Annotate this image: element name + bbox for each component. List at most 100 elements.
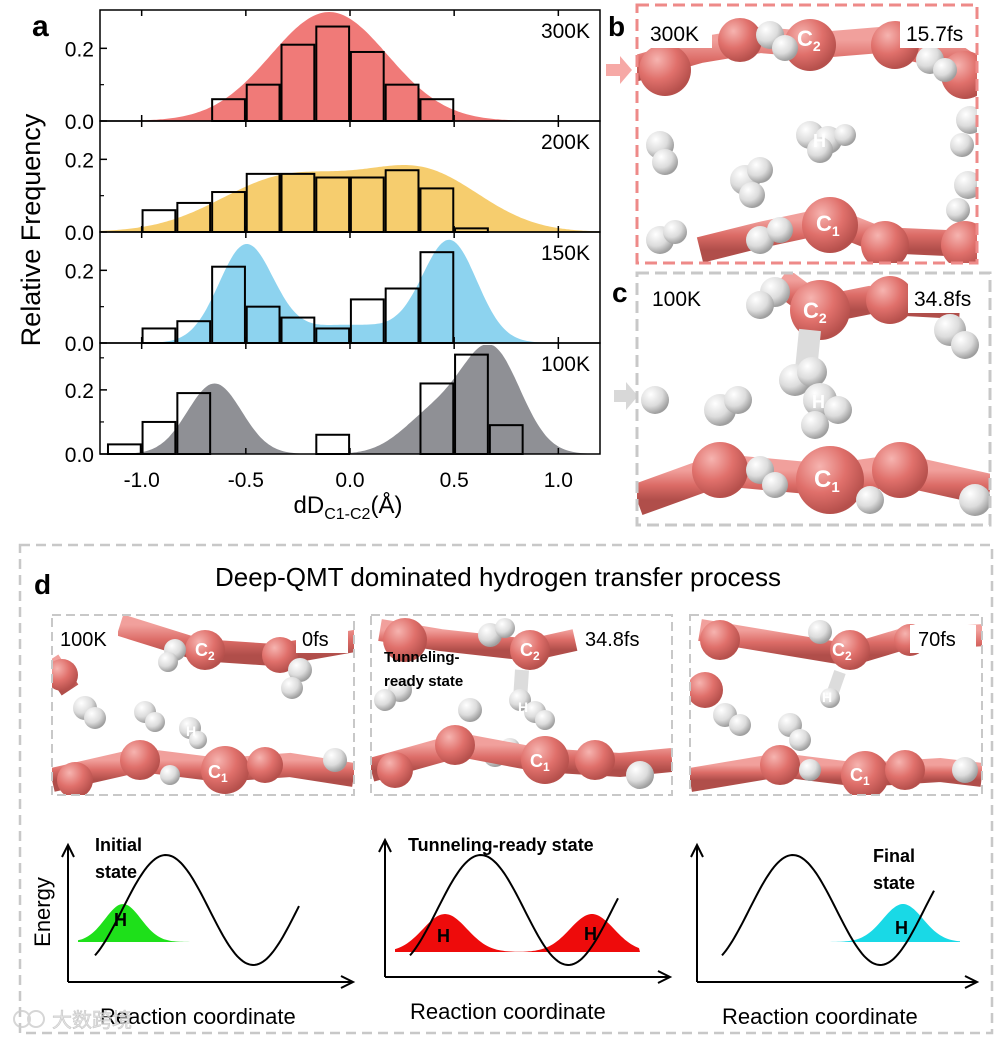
snapshot-c-temp-box [644,283,714,313]
density-curve-150K [100,239,600,343]
panel-d-frame [18,543,994,1035]
frame-3-h-label: H [822,689,832,705]
energy-3-state-line1: Final [873,846,915,866]
y-axis-label: Relative Frequency [16,113,46,346]
x-tick-label: 0.5 [440,469,469,492]
x-axis-arrow-icon [964,975,980,989]
frame-1-h-label: H [186,723,196,739]
energy-3-h: H [895,918,908,938]
y-axis-arrow-icon [690,842,704,858]
snapshot-b-temp: 300K [650,23,699,46]
frame-2-annotation-line2: ready state [384,673,463,690]
histogram-bar [106,443,142,456]
watermark-text: 大数跨境 [52,1009,132,1032]
snapshot-b-time: 15.7fs [906,23,963,46]
frame-2-c1-label: C1 [530,751,550,774]
frame-1-temp: 100K [60,629,107,651]
snapshot-c-c2-label: C2 [803,298,827,326]
temperature-label: 200K [541,131,590,154]
x-tick-label: -0.5 [228,469,264,492]
frame-3-border [689,614,983,796]
frame-3-time-box [910,625,976,653]
y-tick-label: 0.2 [65,260,94,283]
potential-curve [94,853,300,967]
energy-2-xlabel: Reaction coordinate [410,999,606,1024]
arrow-to-b-icon [606,56,632,84]
energy-1-h: H [114,910,127,930]
frame-2-h-label: H [518,699,528,715]
frame-2-time: 34.8fs [585,629,639,651]
frame-1-time-box [296,625,348,653]
snapshot-b-h-label: H [813,131,826,151]
frame-1-c1-label: C1 [208,762,228,785]
frame-2-time-box [578,625,666,653]
temperature-label: 150K [541,242,590,265]
wavefunction-fill [820,904,960,942]
snapshot-c-h-label: H [812,392,825,412]
panel-label-d: d [34,569,51,600]
energy-2-h-right: H [584,924,597,944]
energy-1-xlabel: Reaction coordinate [100,1004,296,1029]
x-axis-arrow-icon [657,970,673,984]
potential-curve [409,853,619,967]
snapshot-b-c1-label: C1 [816,211,840,239]
wavefunction-fill [78,904,200,942]
x-tick-label: 0.0 [335,469,364,492]
density-curve-100K [100,345,600,454]
energy-1-state-line1: Initial [95,835,142,855]
snapshot-c-frame [635,271,992,527]
frame-2-c2-label: C2 [520,640,540,663]
frame-3-c1-label: C1 [850,765,870,788]
frame-1-c2-label: C2 [195,640,215,663]
snapshot-b-frame [635,3,979,265]
snapshot-c-time: 34.8fs [914,288,971,311]
panel-label-a: a [32,10,49,43]
frame-3-time: 70fs [918,629,956,651]
x-axis-label: dDC1-C2(Å) [294,491,403,523]
frame-3-c2-label: C2 [832,640,852,663]
y-tick-label: 0.0 [65,444,94,467]
y-tick-label: 0.2 [65,38,94,61]
y-tick-label: 0.0 [65,333,94,356]
energy-axis-label: Energy [30,877,55,947]
frame-1-border [51,614,355,796]
temperature-label: 300K [541,20,590,43]
histogram-stack: 0.2 0.0 300K 0.2 0.0 200K 0.2 0.0 150K 0.2 0.0 100K… [65,9,601,492]
snapshot-b-c2-label: C2 [797,26,821,54]
panel-label-c: c [612,277,628,308]
frame-1-time: 0fs [302,629,329,651]
y-tick-label: 0.0 [65,111,94,134]
arrow-to-c-icon [614,382,638,410]
temperature-label: 100K [541,353,590,376]
y-axis-arrow-icon [378,837,392,853]
panel-d-title: Deep-QMT dominated hydrogen transfer pro… [215,562,781,592]
x-tick-label: 1.0 [544,469,573,492]
snapshot-c-c1-label: C1 [814,466,840,496]
wavefunction-fill [395,914,640,952]
frame-1-temp-box [56,625,118,653]
energy-2-h-left: H [437,926,450,946]
snapshot-c-scene [637,273,990,525]
snapshot-c-time-box [908,283,984,313]
panel-label-b: b [608,11,625,42]
y-tick-label: 0.2 [65,380,94,403]
snapshot-b-time-box [900,18,974,48]
frame-2-scene [371,615,672,795]
watermark: 大数跨境 [13,1009,132,1032]
frame-2-border [370,614,673,796]
x-axis-arrow-icon [340,975,356,989]
energy-3-xlabel: Reaction coordinate [722,1004,918,1029]
energy-diagrams [61,837,980,989]
snapshot-b-temp-box [644,18,712,48]
potential-curve [721,853,935,967]
energy-3-state-line2: state [873,873,915,893]
snapshot-c-temp: 100K [652,288,701,311]
energy-1-state-line2: state [95,862,137,882]
x-tick-label: -1.0 [124,469,160,492]
energy-2-state-line1: Tunneling-ready state [408,835,594,855]
histogram-bar [315,433,351,456]
y-tick-label: 0.0 [65,222,94,245]
y-axis-arrow-icon [61,842,75,858]
y-tick-label: 0.2 [65,149,94,172]
